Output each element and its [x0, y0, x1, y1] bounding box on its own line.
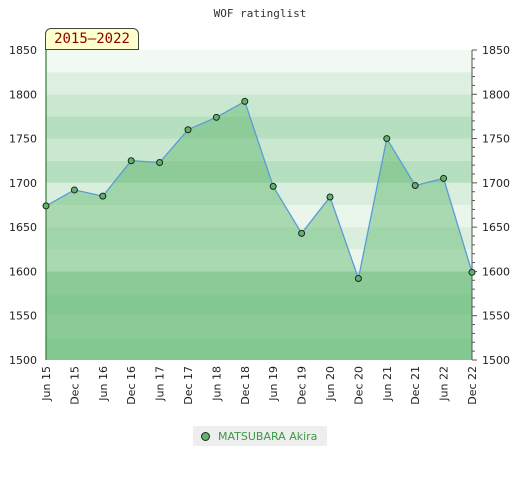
series-area	[46, 101, 472, 361]
y-tick-label-left: 1750	[9, 133, 37, 146]
x-tick-label: Dec 15	[68, 366, 81, 405]
background-band	[46, 293, 472, 316]
y-tick-label-left: 1500	[9, 354, 37, 367]
background-band	[46, 116, 472, 139]
data-point[interactable]	[298, 229, 306, 237]
x-tick-label: Dec 20	[352, 366, 365, 405]
y-tick-label-left: 1600	[9, 265, 37, 278]
x-tick-label: Jun 20	[324, 366, 337, 402]
data-point[interactable]	[241, 97, 249, 105]
x-tick-label: Dec 16	[125, 366, 138, 405]
y-tick-labels: 1500 1500 1550 1550 1600 1600 1650 1650 1700 1700…	[9, 44, 510, 367]
background-band	[46, 249, 472, 272]
data-point[interactable]	[70, 186, 78, 194]
data-point[interactable]	[99, 192, 107, 200]
y-tick-label-right: 1650	[482, 221, 510, 234]
legend[interactable]: MATSUBARA Akira	[193, 426, 327, 446]
x-tick-label: Dec 17	[182, 366, 195, 405]
x-tick-label: Dec 22	[466, 366, 479, 405]
data-point[interactable]	[468, 268, 476, 276]
x-tick-label: Dec 21	[409, 366, 422, 405]
x-tick-label: Jun 15	[40, 366, 53, 402]
data-point[interactable]	[440, 174, 448, 182]
background-band	[46, 182, 472, 205]
y-tick-label-right: 1800	[482, 88, 510, 101]
x-tick-label: Jun 21	[381, 366, 394, 402]
background-band	[46, 50, 472, 73]
background-band	[46, 94, 472, 117]
background-band	[46, 315, 472, 338]
data-point[interactable]	[42, 202, 50, 210]
data-point[interactable]	[127, 157, 135, 165]
y-tick-label-left: 1650	[9, 221, 37, 234]
background-band	[46, 138, 472, 161]
x-tick-label: Dec 19	[296, 366, 309, 405]
x-tick-label: Jun 19	[267, 366, 280, 402]
x-tick-label: Jun 17	[154, 366, 167, 402]
background-band	[46, 72, 472, 95]
y-tick-label-left: 1550	[9, 310, 37, 323]
data-point[interactable]	[269, 182, 277, 190]
y-tick-label-left: 1700	[9, 177, 37, 190]
y-tick-label-right: 1700	[482, 177, 510, 190]
data-point[interactable]	[411, 182, 419, 190]
markers-layer	[42, 97, 476, 283]
y-tick-label-right: 1850	[482, 44, 510, 57]
x-tick-label: Jun 16	[97, 366, 110, 402]
y-tick-label-left: 1800	[9, 88, 37, 101]
data-point[interactable]	[326, 193, 334, 201]
data-point[interactable]	[156, 158, 164, 166]
background-band	[46, 271, 472, 294]
legend-series-name: MATSUBARA Akira	[218, 429, 318, 443]
background-band	[46, 205, 472, 228]
chart-title: WOF ratinglist	[214, 7, 307, 20]
y-tick-label-right: 1600	[482, 265, 510, 278]
y-tick-label-right: 1550	[482, 310, 510, 323]
x-tick-label: Dec 18	[239, 366, 252, 405]
area-layer	[45, 100, 473, 361]
y-tick-label-right: 1750	[482, 133, 510, 146]
background-bands	[46, 50, 472, 360]
x-tick-labels: Jun 15 Dec 15 Jun 16 Dec 16 Jun 17 Dec 17 Jun …	[40, 366, 479, 405]
data-point[interactable]	[212, 113, 220, 121]
x-tick-label: Jun 18	[210, 366, 223, 402]
data-point[interactable]	[383, 135, 391, 143]
x-tick-label: Jun 22	[438, 366, 451, 402]
background-band	[46, 337, 472, 360]
y-tick-label-left: 1850	[9, 44, 37, 57]
period-label: 2015–2022	[45, 28, 139, 50]
data-point[interactable]	[354, 275, 362, 283]
background-band	[46, 160, 472, 183]
series-line	[45, 100, 473, 281]
legend-marker-icon	[201, 431, 210, 441]
y-tick-label-right: 1500	[482, 354, 510, 367]
data-point[interactable]	[184, 126, 192, 134]
